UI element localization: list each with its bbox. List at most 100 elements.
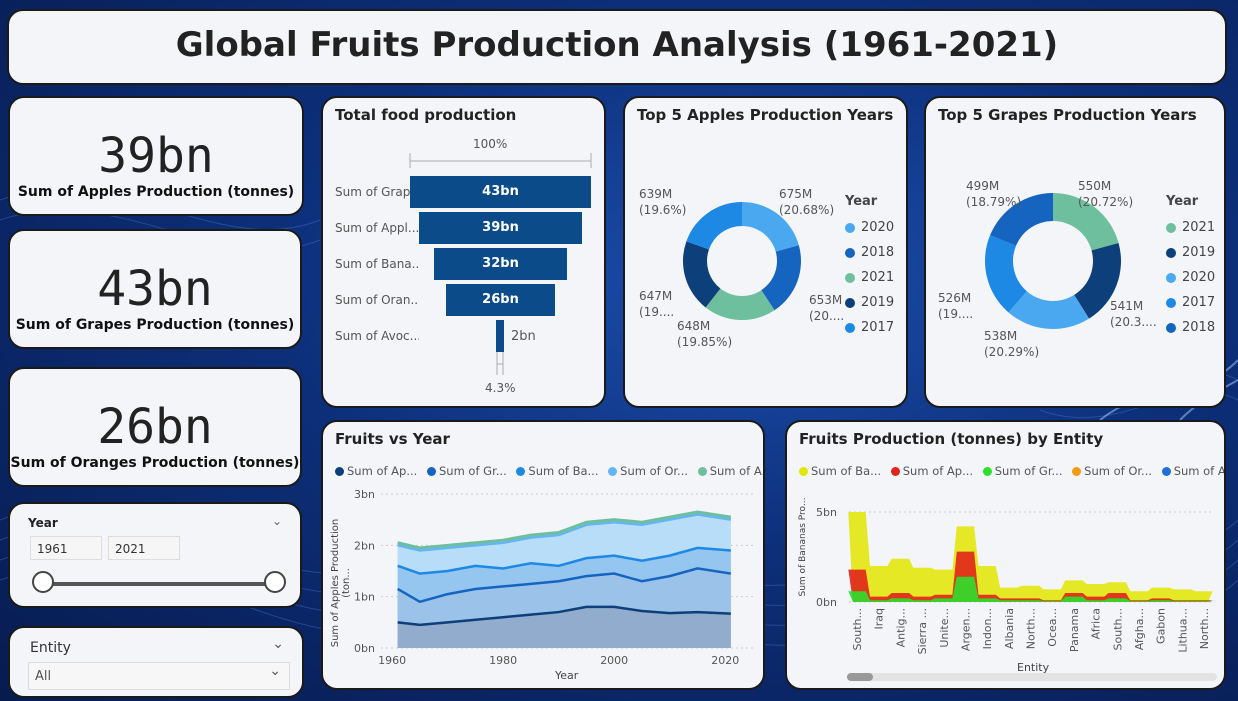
donut-slice[interactable]: [990, 193, 1053, 246]
donut-slice[interactable]: [761, 245, 801, 311]
horizontal-scrollbar[interactable]: [847, 673, 1217, 681]
x-tick-label: Unite...: [938, 608, 951, 648]
apples-donut-chart[interactable]: [625, 98, 908, 408]
fruits-vs-year-chart[interactable]: 0bn 1bn 2bn 3bn 1960 1980 2000 2020: [323, 422, 765, 690]
kpi-label: Sum of Grapes Production (tonnes): [15, 317, 295, 333]
chevron-down-icon[interactable]: ⌄: [271, 514, 282, 528]
funnel-card: Total food production 100% 4.3% Sum of G…: [321, 96, 606, 408]
funnel-row[interactable]: Sum of Oran... 26bn: [335, 284, 595, 318]
donut-slice[interactable]: [705, 288, 775, 320]
legend-dot: [335, 467, 344, 476]
legend-item[interactable]: 2017: [845, 315, 894, 340]
kpi-label: Sum of Oranges Production (tonnes): [10, 455, 300, 471]
x-tick-label: 2000: [600, 654, 628, 667]
legend-item[interactable]: Sum of Ap...: [890, 464, 973, 478]
legend-item[interactable]: Sum of Or...: [608, 464, 688, 478]
donut-slice[interactable]: [1074, 242, 1121, 319]
legend-item[interactable]: 2021: [1166, 215, 1215, 240]
legend-item[interactable]: Sum of Gr...: [982, 464, 1062, 478]
legend-item[interactable]: Sum of Gr...: [426, 464, 507, 478]
y-tick-label: 3bn: [354, 488, 375, 501]
entity-chart[interactable]: 0bn 5bn South... Iraq Antig... Sierra ... Unit…: [787, 422, 1226, 690]
legend-item[interactable]: 2018: [1166, 315, 1215, 340]
donut-label: 639M (19.6%): [639, 187, 687, 217]
chevron-down-icon[interactable]: ⌄: [272, 636, 284, 652]
legend-dot: [1166, 272, 1176, 283]
donut-label: 538M (20.29%): [984, 329, 1040, 359]
donut-label: 541M (20.3....: [1110, 299, 1157, 329]
year-from-input[interactable]: 1961: [30, 536, 102, 560]
funnel-top-pct: 100%: [473, 137, 508, 151]
legend-item[interactable]: Sum of Ba...: [799, 464, 881, 478]
series-line: [397, 605, 731, 627]
legend-item[interactable]: Sum of Ap...: [335, 464, 417, 478]
series-line: [397, 513, 731, 552]
legend-item[interactable]: 2019: [845, 290, 894, 315]
donut-slice[interactable]: [683, 241, 721, 308]
scrollbar-thumb[interactable]: [847, 673, 873, 681]
slider-track[interactable]: [44, 582, 276, 586]
donut-slice[interactable]: [1053, 193, 1119, 251]
legend-item[interactable]: Sum of Ba...: [516, 464, 598, 478]
legend-label: 2017: [1182, 295, 1216, 310]
legend-item[interactable]: Sum of Or...: [1072, 464, 1152, 478]
legend-dot: [1072, 467, 1082, 476]
fruits-vs-year-title: Fruits vs Year: [335, 430, 450, 448]
legend-dot: [608, 467, 618, 476]
funnel-row[interactable]: Sum of Avoc... 2bn: [335, 320, 595, 354]
legend-item[interactable]: 2020: [1166, 265, 1215, 290]
donut-slice[interactable]: [1008, 291, 1090, 329]
donut-slice[interactable]: [686, 202, 742, 250]
slider-handle-end[interactable]: [264, 571, 286, 593]
legend-item[interactable]: 2021: [845, 265, 894, 290]
slider-handle-start[interactable]: [32, 571, 54, 593]
x-tick-label: Afgha...: [1133, 608, 1146, 650]
legend-label: 2018: [1182, 320, 1216, 335]
year-to-input[interactable]: 2021: [108, 536, 180, 560]
legend-dot: [845, 222, 855, 233]
funnel-row[interactable]: Sum of Appl... 39bn: [335, 212, 595, 246]
legend-item[interactable]: Sum of A...: [697, 464, 763, 478]
funnel-bar-value: 2bn: [511, 329, 536, 344]
x-tick-label: North...: [1198, 608, 1211, 649]
funnel-row[interactable]: Sum of Bana... 32bn: [335, 248, 595, 282]
legend-label: 2020: [1182, 270, 1216, 285]
series-line: [397, 510, 732, 550]
legend-label: 2017: [861, 320, 895, 335]
legend-dot: [697, 467, 707, 476]
legend-item[interactable]: Sum of A...: [1161, 464, 1224, 478]
funnel-label: Sum of Grap...: [335, 185, 419, 199]
funnel-row[interactable]: Sum of Grap... 43bn: [335, 176, 595, 210]
legend-dot: [845, 322, 855, 333]
x-tick-label: Iraq: [873, 608, 886, 630]
kpi-value: 39bn: [98, 128, 214, 184]
donut-label: 675M (20.68%): [779, 187, 835, 217]
legend-item[interactable]: 2018: [845, 240, 894, 265]
donut-label: 550M (20.72%): [1078, 179, 1134, 209]
apples-donut-title: Top 5 Apples Production Years: [637, 106, 894, 124]
funnel-label: Sum of Bana...: [335, 257, 419, 271]
x-tick-label: Argen...: [959, 608, 972, 651]
x-tick-label: 2020: [711, 654, 739, 667]
donut-slice[interactable]: [985, 235, 1027, 313]
legend-item[interactable]: 2020: [845, 215, 894, 240]
legend-label: 2021: [861, 270, 895, 285]
grapes-donut-chart[interactable]: [926, 98, 1226, 408]
legend-item[interactable]: 2019: [1166, 240, 1215, 265]
kpi-label: Sum of Apples Production (tonnes): [17, 184, 295, 200]
donut-label: 653M (20....: [809, 293, 845, 323]
funnel-bar: 43bn: [410, 176, 591, 208]
funnel-title: Total food production: [335, 106, 517, 124]
donut-slice[interactable]: [742, 202, 799, 252]
legend-dot: [845, 297, 855, 308]
x-tick-label: North...: [1025, 608, 1038, 649]
funnel-label: Sum of Oran...: [335, 293, 419, 307]
x-tick-label: Ocea...: [1046, 608, 1059, 647]
entity-dropdown[interactable]: All ⌄: [28, 662, 290, 690]
funnel-bar: [496, 320, 504, 352]
page-title: Global Fruits Production Analysis (1961-…: [175, 25, 1059, 65]
legend-item[interactable]: 2017: [1166, 290, 1215, 315]
year-slicer: Year ⌄ 1961 2021: [8, 502, 302, 608]
legend-label: 2020: [861, 220, 895, 235]
kpi-value: 43bn: [97, 261, 213, 317]
